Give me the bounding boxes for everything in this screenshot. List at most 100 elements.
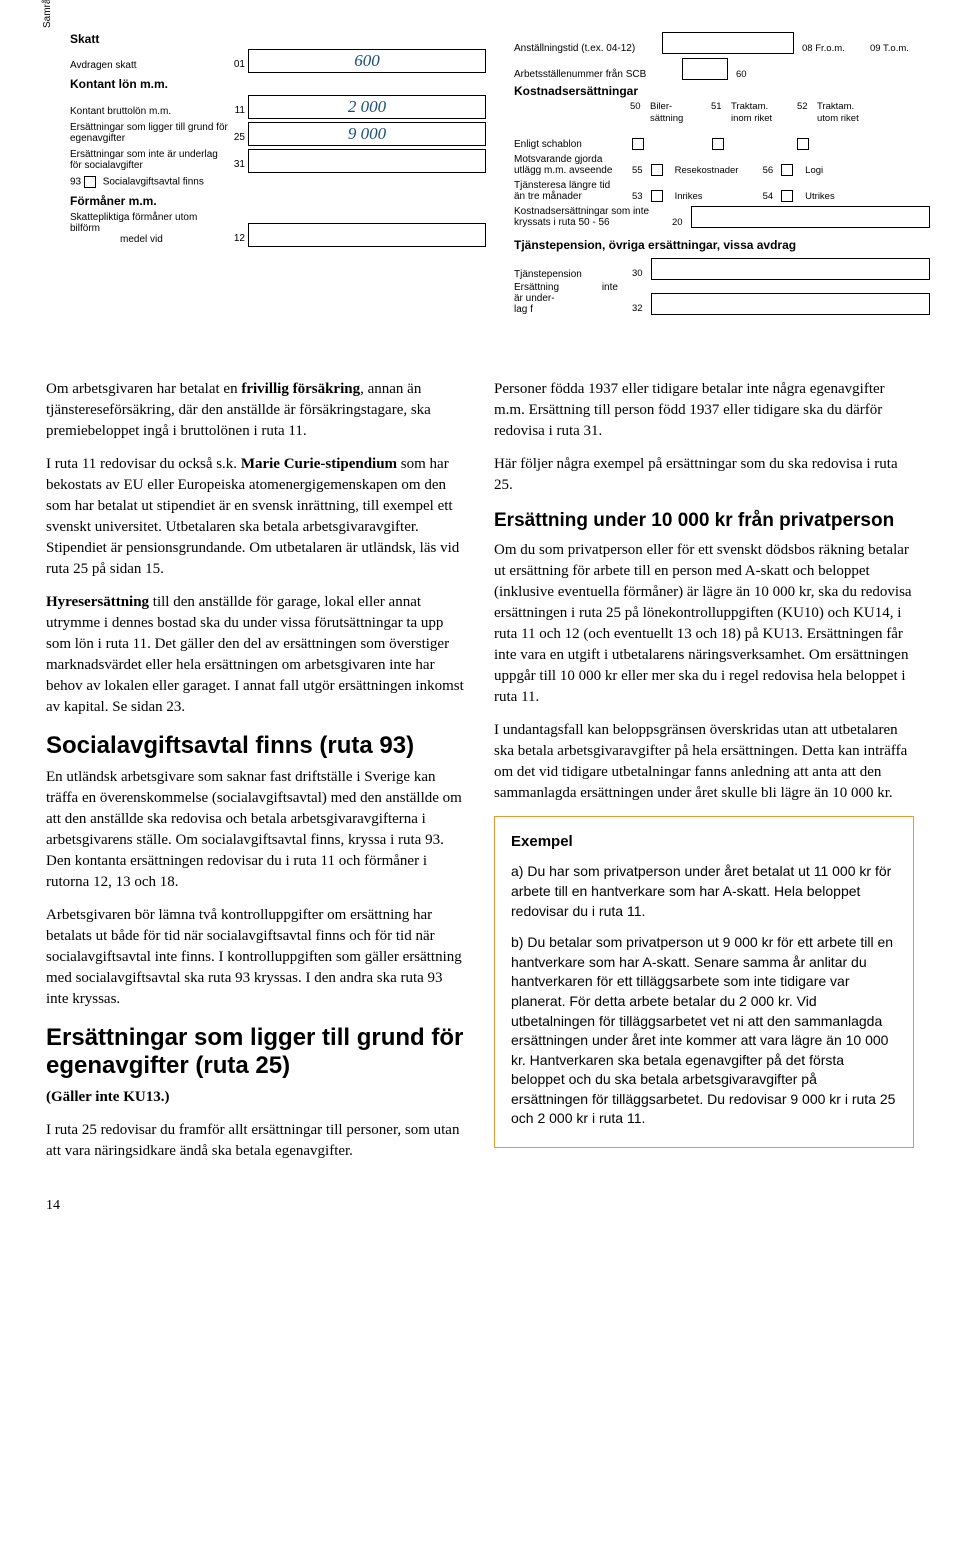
field-number: 50 xyxy=(630,101,644,124)
field-value[interactable]: 2 000 xyxy=(248,95,486,119)
label: Motsvarande gjorda utlägg m.m. avseende xyxy=(514,154,624,176)
label: Ersättningar som inte är underlag för so… xyxy=(70,149,230,173)
checkbox-55[interactable] xyxy=(651,164,663,176)
field-number: 09 T.o.m. xyxy=(870,43,930,54)
field-number: 11 xyxy=(230,105,248,119)
field-value[interactable] xyxy=(662,32,794,54)
section-kostnad: Kostnadsersättningar xyxy=(514,84,930,98)
checkbox-56[interactable] xyxy=(781,164,793,176)
heading-socialavgiftsavtal: Socialavgiftsavtal finns (ruta 93) xyxy=(46,732,466,760)
field-tjanstepension: Tjänstepension 30 xyxy=(514,256,930,280)
label: Kontant bruttolön m.m. xyxy=(70,106,230,119)
field-number: 32 xyxy=(632,303,643,314)
label: Avdragen skatt xyxy=(70,60,230,73)
torn-top xyxy=(0,0,960,18)
paragraph: I ruta 25 redovisar du framför allt ersä… xyxy=(46,1120,466,1162)
field-number: 55 xyxy=(632,165,643,176)
field-number: 31 xyxy=(230,159,248,173)
form-left-col: Skatt Avdragen skatt 01 600 Kontant lön … xyxy=(70,28,486,317)
side-label: Samråd enligt SFS 1982:66 xyxy=(42,0,54,28)
label: Skattepliktiga förmåner utom bilförm med… xyxy=(70,212,230,247)
torn-bottom xyxy=(0,337,960,355)
field-number: 60 xyxy=(736,69,747,80)
field-value[interactable]: 9 000 xyxy=(248,122,486,146)
checkbox-54[interactable] xyxy=(781,190,793,202)
sub-note: (Gäller inte KU13.) xyxy=(46,1087,466,1108)
field-number: 25 xyxy=(230,132,248,146)
checkbox-50[interactable] xyxy=(632,138,644,150)
field-number: 52 xyxy=(797,101,811,124)
checkbox-51[interactable] xyxy=(712,138,724,150)
label: Enligt schablon xyxy=(514,139,624,150)
paragraph: Om du som privatperson eller för ett sve… xyxy=(494,540,914,708)
field-value[interactable]: 600 xyxy=(248,49,486,73)
body-columns: Om arbetsgivaren har betalat en frivilli… xyxy=(0,355,960,1185)
example-item: a) Du har som privatperson under året be… xyxy=(511,862,897,921)
label: Resekostnader xyxy=(675,165,755,176)
heading-egenavgifter: Ersättningar som ligger till grund för e… xyxy=(46,1024,466,1079)
row-tjansteresa: Tjänsteresa längre tid än tre månader 53… xyxy=(514,178,930,202)
field-number: 30 xyxy=(632,268,643,279)
label: Logi xyxy=(805,165,823,176)
field-egenavgifter: Ersättningar som ligger till grund för e… xyxy=(70,122,486,146)
field-avdragen-skatt: Avdragen skatt 01 600 xyxy=(70,49,486,73)
label: Tjänsteresa längre tid än tre månader xyxy=(514,180,624,202)
label: Inrikes xyxy=(675,191,755,202)
page: Samråd enligt SFS 1982:66 Skatt Avdragen… xyxy=(0,0,960,1230)
label: Biler- sättning xyxy=(650,101,705,124)
field-value[interactable] xyxy=(248,223,486,247)
left-text-column: Om arbetsgivaren har betalat en frivilli… xyxy=(46,379,466,1175)
label: Traktam. utom riket xyxy=(817,101,877,124)
field-value[interactable] xyxy=(651,258,930,280)
paragraph: Hyresersättning till den anställde för g… xyxy=(46,592,466,718)
field-number: 01 xyxy=(230,59,248,73)
field-number: 56 xyxy=(763,165,774,176)
field-value[interactable] xyxy=(651,293,930,315)
field-number: 20 xyxy=(672,217,683,228)
checkbox-53[interactable] xyxy=(651,190,663,202)
label: Tjänstepension xyxy=(514,269,624,280)
label: Ersättningar som ligger till grund för e… xyxy=(70,122,230,146)
field-ers32: Ersättning inte är under- lag f 32 xyxy=(514,282,930,315)
paragraph: I ruta 11 redovisar du också s.k. Marie … xyxy=(46,454,466,580)
row-motsvarande: Motsvarande gjorda utlägg m.m. avseende … xyxy=(514,152,930,176)
label: Kostnadsersättningar som inte kryssats i… xyxy=(514,206,664,228)
field-number: 08 Fr.o.m. xyxy=(802,43,862,54)
checkbox-52[interactable] xyxy=(797,138,809,150)
section-skatt: Skatt xyxy=(70,32,486,46)
section-kontant: Kontant lön m.m. xyxy=(70,77,486,91)
label: Utrikes xyxy=(805,191,835,202)
page-number: 14 xyxy=(0,1184,960,1230)
section-tjanstepension: Tjänstepension, övriga ersättningar, vis… xyxy=(514,238,930,252)
right-text-column: Personer födda 1937 eller tidigare betal… xyxy=(494,379,914,1175)
field-number: 54 xyxy=(763,191,774,202)
paragraph: En utländsk arbetsgivare som saknar fast… xyxy=(46,767,466,893)
field-number: 53 xyxy=(632,191,643,202)
row-kost-ovrig: Kostnadsersättningar som inte kryssats i… xyxy=(514,204,930,228)
label: Socialavgiftsavtal finns xyxy=(103,176,204,187)
label: Ersättning inte är under- lag f xyxy=(514,282,624,315)
field-number: 51 xyxy=(711,101,725,124)
field-number: 12 xyxy=(230,233,248,247)
label: Traktam. inom riket xyxy=(731,101,791,124)
field-bilforman: Skattepliktiga förmåner utom bilförm med… xyxy=(70,212,486,247)
field-number: 93 xyxy=(70,176,81,187)
field-value[interactable] xyxy=(682,58,728,80)
field-value[interactable] xyxy=(691,206,930,228)
paragraph: Arbetsgivaren bör lämna två kontrolluppg… xyxy=(46,905,466,1010)
section-formaner: Förmåner m.m. xyxy=(70,194,486,208)
field-arbetsstalle: Arbetsställenummer från SCB 60 xyxy=(514,56,930,80)
field-anstallningstid: Anställningstid (t.ex. 04-12) 08 Fr.o.m.… xyxy=(514,30,930,54)
example-heading: Exempel xyxy=(511,831,897,852)
paragraph: Här följer några exempel på ersättningar… xyxy=(494,454,914,496)
tax-form: Samråd enligt SFS 1982:66 Skatt Avdragen… xyxy=(0,18,960,337)
paragraph: Om arbetsgivaren har betalat en frivilli… xyxy=(46,379,466,442)
field-value[interactable] xyxy=(248,149,486,173)
field-bruttolon: Kontant bruttolön m.m. 11 2 000 xyxy=(70,95,486,119)
field-socialavgifter: Ersättningar som inte är underlag för so… xyxy=(70,149,486,173)
label: Anställningstid (t.ex. 04-12) xyxy=(514,43,654,54)
example-box: Exempel a) Du har som privatperson under… xyxy=(494,816,914,1148)
form-right-col: Anställningstid (t.ex. 04-12) 08 Fr.o.m.… xyxy=(514,28,930,317)
example-item: b) Du betalar som privatperson ut 9 000 … xyxy=(511,933,897,1129)
checkbox-93[interactable] xyxy=(84,176,96,188)
